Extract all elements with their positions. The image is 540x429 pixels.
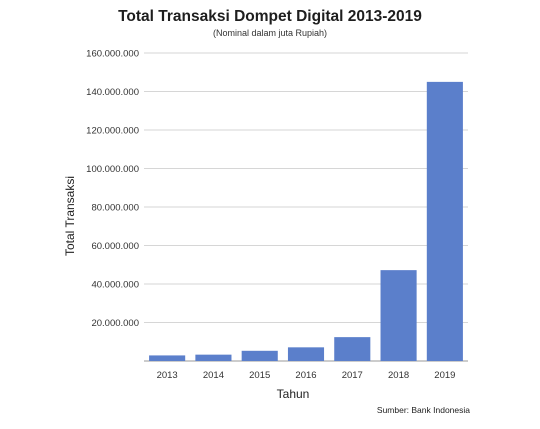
x-tick-labels: 2013 2014 2015 2016 2017 2018 2019 (157, 370, 456, 381)
x-tick-label: 2019 (434, 370, 455, 381)
x-axis-label: Tahun (277, 387, 310, 401)
y-axis-label: Total Transaksi (63, 176, 77, 256)
x-tick-label: 2016 (295, 370, 316, 381)
bar-2013 (149, 355, 186, 361)
source-note: Sumber: Bank Indonesia (376, 405, 470, 415)
x-tick-label: 2018 (388, 370, 409, 381)
bar-2018 (380, 270, 417, 361)
y-tick-label: 60.000.000 (91, 241, 139, 252)
y-tick-labels: 20.000.000 40.000.000 60.000.000 80.000.000… (86, 49, 139, 330)
y-tick-label: 140.000.000 (86, 87, 139, 98)
bar-2016 (287, 347, 325, 361)
bar-2017 (334, 337, 371, 361)
y-tick-label: 120.000.000 (86, 126, 139, 137)
x-tick-label: 2013 (157, 370, 178, 381)
y-tick-label: 100.000.000 (86, 164, 139, 175)
y-tick-label: 40.000.000 (91, 280, 139, 291)
bar-2015 (241, 350, 278, 361)
chart-title: Total Transaksi Dompet Digital 2013-2019 (118, 8, 422, 25)
y-tick-label: 20.000.000 (91, 318, 139, 329)
x-tick-label: 2015 (249, 370, 270, 381)
x-tick-label: 2014 (203, 370, 224, 381)
bar-2019 (426, 81, 463, 361)
bar-2014 (195, 354, 232, 361)
chart-subtitle: (Nominal dalam juta Rupiah) (212, 28, 328, 38)
bars (149, 81, 463, 361)
y-tick-label: 80.000.000 (91, 203, 139, 214)
gridlines (144, 52, 468, 362)
y-tick-label: 160.000.000 (86, 49, 139, 60)
x-tick-label: 2017 (342, 370, 363, 381)
